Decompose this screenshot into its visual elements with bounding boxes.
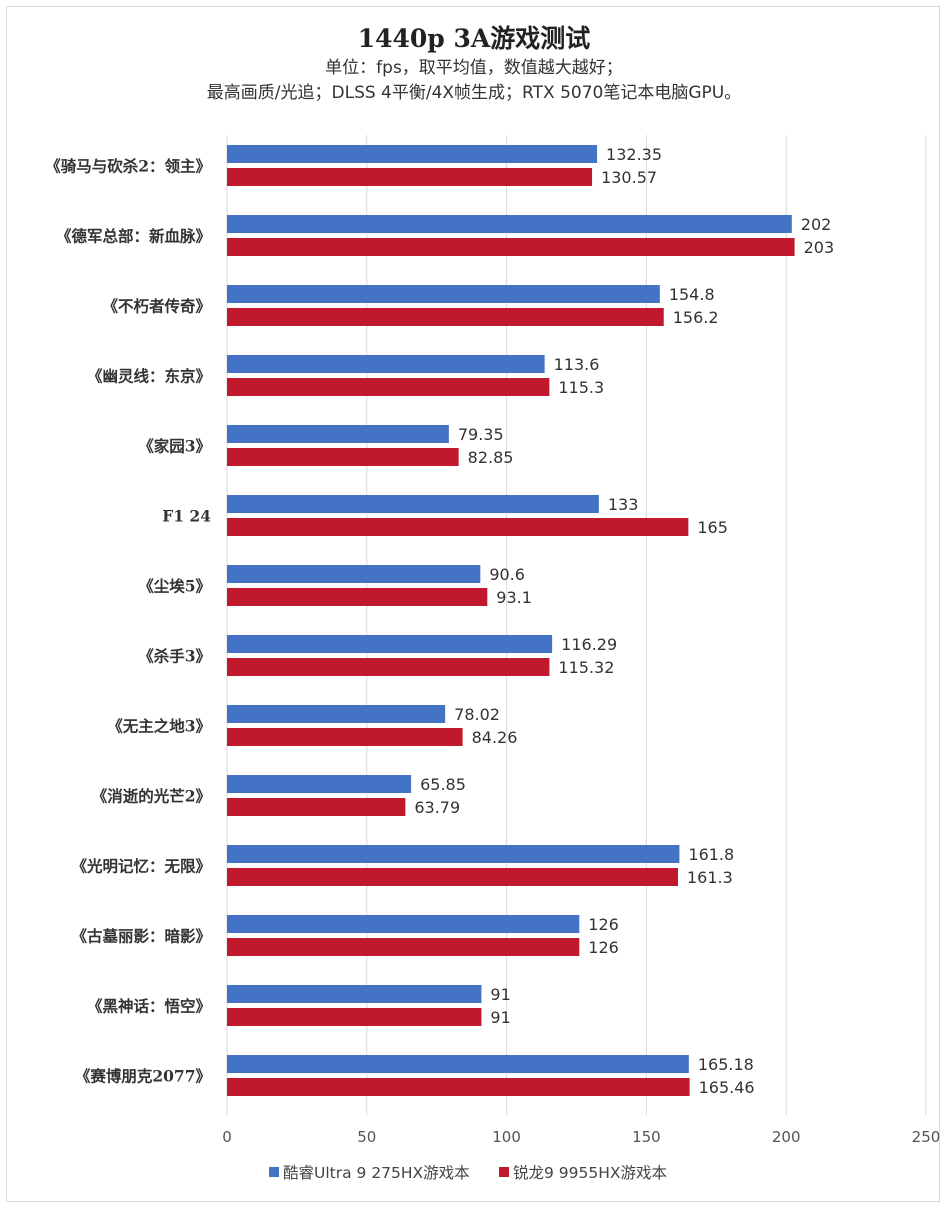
bar-series-1 <box>227 145 598 163</box>
value-label: 93.1 <box>496 588 532 607</box>
bar-series-2 <box>227 308 664 326</box>
x-tick-label: 200 <box>772 1128 801 1146</box>
category-label: 《幽灵线：东京》 <box>87 367 211 386</box>
bar-series-1 <box>227 985 482 1003</box>
bar-series-2 <box>227 238 795 256</box>
value-label: 78.02 <box>454 705 500 724</box>
value-labels: 132.35 130.57 202 203 154.8 156.2 113.6 115.3 79… <box>414 145 834 1097</box>
value-label: 91 <box>490 985 510 1004</box>
value-label: 133 <box>608 495 639 514</box>
category-label: 《尘埃5》 <box>138 577 211 596</box>
value-label: 165.18 <box>698 1055 754 1074</box>
value-label: 90.6 <box>489 565 525 584</box>
bar-series-2 <box>227 588 488 606</box>
bar-series-1 <box>227 635 553 653</box>
bars <box>227 145 795 1096</box>
bar-series-1 <box>227 915 580 933</box>
x-tick-label: 0 <box>222 1128 232 1146</box>
value-label: 116.29 <box>561 635 617 654</box>
value-label: 132.35 <box>606 145 662 164</box>
value-label: 202 <box>801 215 832 234</box>
bar-series-1 <box>227 705 446 723</box>
bar-series-1 <box>227 1055 689 1073</box>
value-label: 84.26 <box>472 728 518 747</box>
value-label: 203 <box>804 238 835 257</box>
category-label: F1 24 <box>162 507 211 526</box>
category-label: 《古墓丽影：暗影》 <box>71 927 211 946</box>
value-label: 165 <box>697 518 728 537</box>
value-label: 91 <box>490 1008 510 1027</box>
value-label: 115.3 <box>558 378 604 397</box>
category-labels: 《骑马与砍杀2：领主》《德军总部：新血脉》《不朽者传奇》《幽灵线：东京》《家园3… <box>45 157 211 1086</box>
category-label: 《光明记忆：无限》 <box>71 857 211 876</box>
legend-swatch <box>499 1167 509 1177</box>
gridlines <box>226 135 927 1115</box>
bar-series-2 <box>227 868 678 886</box>
bar-series-1 <box>227 775 412 793</box>
chart-frame <box>6 6 940 1202</box>
value-label: 115.32 <box>558 658 614 677</box>
category-label: 《赛博朋克2077》 <box>75 1067 211 1086</box>
chart-subtitle-line-1: 单位：fps，取平均值，数值越大越好； <box>325 58 623 78</box>
legend: 酷睿Ultra 9 275HX游戏本 锐龙9 9955HX游戏本 <box>269 1164 667 1182</box>
value-label: 63.79 <box>414 798 460 817</box>
bar-series-2 <box>227 938 580 956</box>
legend-label: 酷睿Ultra 9 275HX游戏本 <box>283 1164 470 1182</box>
category-label: 《骑马与砍杀2：领主》 <box>45 157 211 176</box>
bar-series-2 <box>227 378 550 396</box>
bar-series-1 <box>227 565 481 583</box>
value-label: 126 <box>588 938 619 957</box>
bar-series-2 <box>227 518 689 536</box>
bar-series-1 <box>227 215 792 233</box>
category-label: 《不朽者传奇》 <box>102 297 211 316</box>
legend-label: 锐龙9 9955HX游戏本 <box>513 1164 667 1182</box>
category-label: 《杀手3》 <box>138 647 211 666</box>
x-tick-label: 100 <box>492 1128 521 1146</box>
value-label: 161.3 <box>687 868 733 887</box>
bar-series-2 <box>227 798 406 816</box>
x-tick-label: 150 <box>632 1128 661 1146</box>
bar-series-1 <box>227 845 680 863</box>
value-label: 161.8 <box>688 845 734 864</box>
bar-series-1 <box>227 425 449 443</box>
bar-series-2 <box>227 1078 690 1096</box>
category-label: 《家园3》 <box>138 437 211 456</box>
category-label: 《无主之地3》 <box>107 717 211 736</box>
bar-series-1 <box>227 355 545 373</box>
value-label: 154.8 <box>669 285 715 304</box>
x-axis-tick-labels: 0 50 100 150 200 250 <box>222 1128 940 1146</box>
bar-series-2 <box>227 448 459 466</box>
bar-series-2 <box>227 658 550 676</box>
value-label: 130.57 <box>601 168 657 187</box>
bar-series-1 <box>227 285 660 303</box>
value-label: 126 <box>588 915 619 934</box>
value-label: 165.46 <box>699 1078 755 1097</box>
bar-series-2 <box>227 728 463 746</box>
bar-series-2 <box>227 168 593 186</box>
category-label: 《德军总部：新血脉》 <box>56 227 211 246</box>
value-label: 156.2 <box>673 308 719 327</box>
legend-swatch <box>269 1167 279 1177</box>
x-tick-label: 250 <box>912 1128 941 1146</box>
bar-series-1 <box>227 495 599 513</box>
value-label: 79.35 <box>458 425 504 444</box>
value-label: 113.6 <box>554 355 600 374</box>
category-label: 《消逝的光芒2》 <box>92 787 211 806</box>
chart-title: 1440p 3A游戏测试 <box>358 24 591 53</box>
category-label: 《黑神话：悟空》 <box>87 997 211 1016</box>
value-label: 82.85 <box>468 448 514 467</box>
bar-series-2 <box>227 1008 482 1026</box>
x-tick-label: 50 <box>357 1128 376 1146</box>
value-label: 65.85 <box>420 775 466 794</box>
chart-subtitle-line-2: 最高画质/光追；DLSS 4平衡/4X帧生成；RTX 5070笔记本电脑GPU。 <box>207 83 741 103</box>
